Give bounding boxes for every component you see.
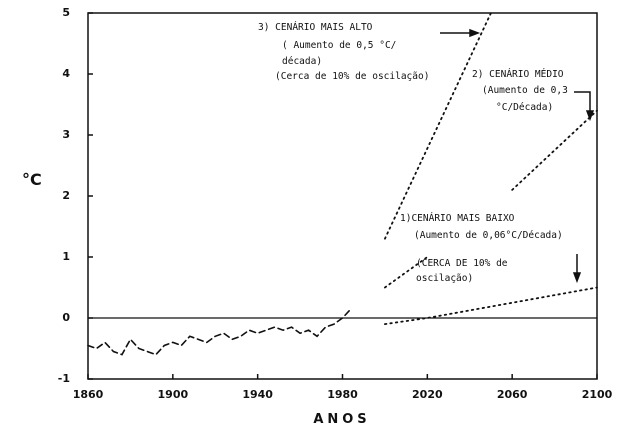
annotation: (Aumento de 0,06°C/Década) (414, 230, 563, 241)
annotation: (Cerca de 10% de oscilação) (275, 71, 429, 82)
y-tick-label: 2 (62, 189, 70, 202)
annotation: oscilação) (416, 273, 473, 284)
annotation: 1)CENÁRIO MAIS BAIXO (400, 212, 515, 224)
y-tick-label: 0 (62, 311, 70, 324)
y-tick-label: -1 (58, 372, 70, 385)
y-tick-label: 5 (62, 6, 70, 19)
series-line (384, 12, 492, 240)
series-line (384, 286, 598, 325)
x-tick-label: 2100 (582, 388, 613, 401)
x-tick-label: 1860 (73, 388, 104, 401)
annotation: (CERCA DE 10% de (416, 258, 508, 269)
x-tick-label: 1980 (327, 388, 358, 401)
annotation: °C/Década) (496, 102, 553, 113)
x-tick-label: 2060 (497, 388, 528, 401)
x-tick-label: 1940 (242, 388, 273, 401)
y-axis-label: °C (22, 170, 42, 189)
arrows (440, 28, 595, 284)
plot-frame (87, 12, 598, 380)
series-line (384, 256, 429, 289)
arrow-head (469, 28, 481, 38)
series-line (87, 308, 352, 356)
y-tick-label: 4 (62, 67, 70, 80)
y-tick-label: 3 (62, 128, 70, 141)
annotation: década) (282, 56, 322, 67)
arrow-head (585, 110, 595, 122)
annotation: 3) CENÁRIO MAIS ALTO (258, 21, 373, 33)
x-tick-label: 1900 (158, 388, 189, 401)
series-line (511, 109, 598, 191)
arrow-head (572, 272, 582, 284)
annotation: ( Aumento de 0,5 °C/ (282, 40, 396, 51)
annotation: (Aumento de 0,3 (482, 85, 568, 96)
x-axis-label: ANOS (313, 412, 370, 427)
arrow (574, 91, 591, 116)
annotation: 2) CENÁRIO MÉDIO (472, 68, 564, 80)
y-tick-label: 1 (62, 250, 70, 263)
x-tick-label: 2020 (412, 388, 443, 401)
